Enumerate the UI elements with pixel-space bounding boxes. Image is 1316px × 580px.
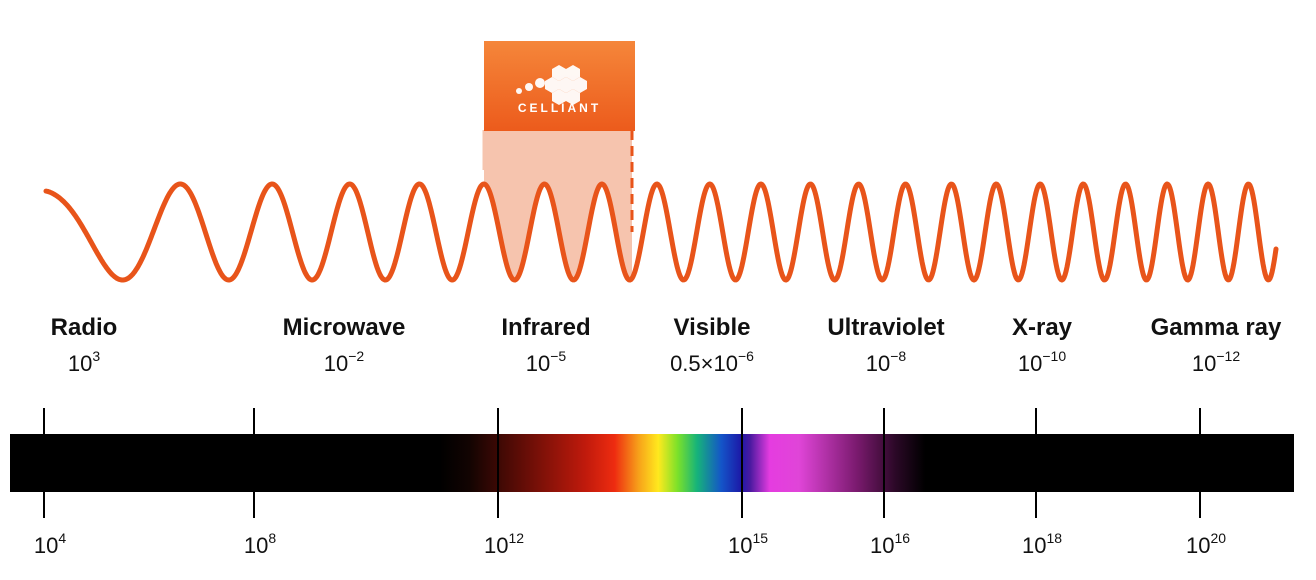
infrared-highlight-fill bbox=[484, 130, 632, 280]
hexagon-logo-icon bbox=[516, 65, 587, 105]
celliant-badge: CELLIANT bbox=[484, 41, 635, 131]
band-wavelength: 10−5 bbox=[525, 348, 567, 376]
band-wavelength: 10−8 bbox=[865, 348, 907, 376]
band-name: Microwave bbox=[282, 314, 406, 341]
band-wavelength: 103 bbox=[67, 348, 101, 376]
band-wavelength: 10−2 bbox=[323, 348, 365, 376]
infrared-highlight-area bbox=[482, 130, 632, 280]
frequency-label: 1016 bbox=[869, 530, 911, 558]
band-name: Radio bbox=[50, 314, 118, 341]
frequency-label: 1018 bbox=[1021, 530, 1063, 558]
frequency-label: 1015 bbox=[727, 530, 769, 558]
band-wavelength: 10−10 bbox=[1017, 348, 1067, 376]
band-name: Gamma ray bbox=[1150, 314, 1282, 341]
frequency-ticks bbox=[43, 408, 1201, 518]
brand-name: CELLIANT bbox=[517, 101, 602, 115]
band-wavelength: 0.5×10−6 bbox=[670, 348, 754, 376]
wave-line bbox=[43, 181, 1279, 283]
band-name: Infrared bbox=[501, 314, 591, 341]
frequency-label: 108 bbox=[243, 530, 277, 558]
frequency-label: 1012 bbox=[483, 530, 525, 558]
band-name: Visible bbox=[673, 314, 751, 341]
frequency-label: 1020 bbox=[1185, 530, 1227, 558]
band-name: Ultraviolet bbox=[827, 314, 945, 341]
frequency-label: 104 bbox=[33, 530, 67, 558]
band-name: X-ray bbox=[1011, 314, 1073, 341]
band-wavelength: 10−12 bbox=[1191, 348, 1241, 376]
visible-spectrum-gradient bbox=[440, 434, 925, 492]
